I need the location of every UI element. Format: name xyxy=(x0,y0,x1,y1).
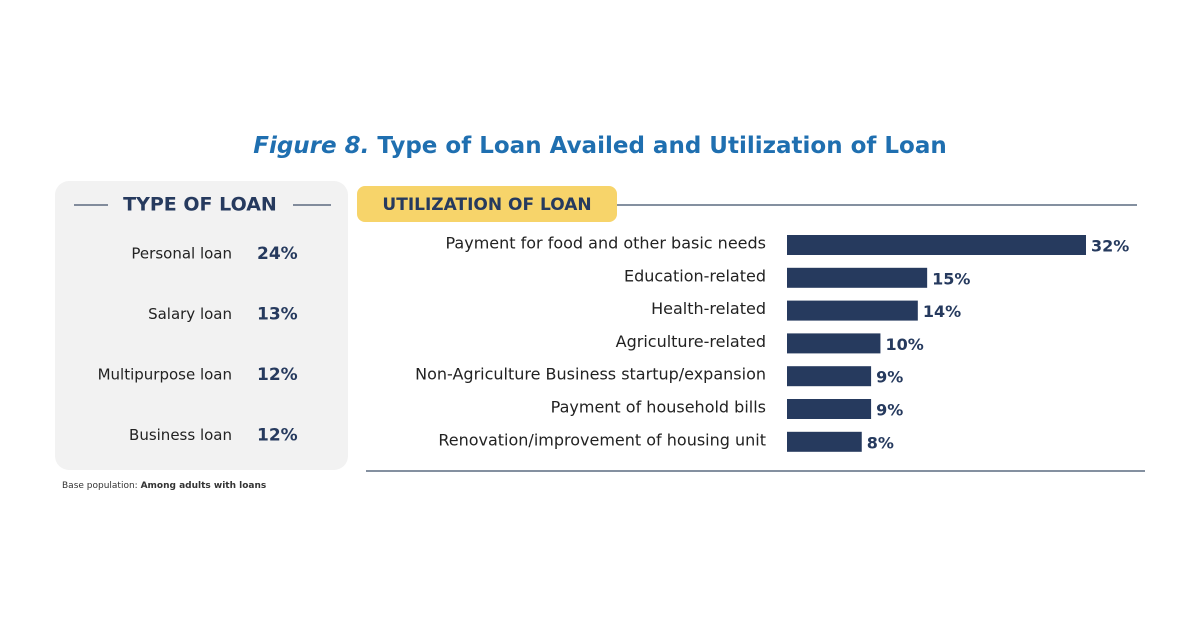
footnote: Base population: Among adults with loans xyxy=(62,481,266,491)
category-label: Payment for food and other basic needs xyxy=(445,234,766,253)
bar xyxy=(787,300,918,321)
category-label: Non-Agriculture Business startup/expansi… xyxy=(415,365,766,384)
chart-tab xyxy=(357,186,617,222)
footnote-prefix: Base population: xyxy=(62,481,138,491)
loan-share: 12% xyxy=(257,426,298,446)
value-label: 9% xyxy=(876,368,903,387)
category-label: Health-related xyxy=(651,299,766,318)
value-label: 14% xyxy=(923,302,961,321)
value-label: 8% xyxy=(867,433,894,452)
bar xyxy=(787,267,928,288)
loan-share: 13% xyxy=(257,305,298,325)
bar xyxy=(787,431,862,452)
title: Type of Loan Availed and Utilization of … xyxy=(377,133,946,159)
category-label: Education-related xyxy=(624,266,766,285)
value-label: 9% xyxy=(876,401,903,420)
figure-label: Figure 8. xyxy=(253,133,369,159)
value-label: 32% xyxy=(1091,237,1129,256)
bar xyxy=(787,235,1086,255)
category-label: Agriculture-related xyxy=(616,332,766,351)
footnote-text: Among adults with loans xyxy=(141,481,267,491)
loan-type: Multipurpose loan xyxy=(98,366,232,384)
bar xyxy=(787,366,872,387)
bar xyxy=(787,399,872,419)
bar xyxy=(787,333,881,354)
category-label: Renovation/improvement of housing unit xyxy=(438,430,766,449)
category-label: Payment of household bills xyxy=(551,398,766,417)
chart-title: UTILIZATION OF LOAN xyxy=(382,195,591,215)
loan-share: 12% xyxy=(257,365,298,385)
loan-type-panel xyxy=(55,181,348,470)
loan-type: Business loan xyxy=(129,426,232,444)
panel-heading: TYPE OF LOAN xyxy=(123,194,277,216)
figure-title: Figure 8. Type of Loan Availed and Utili… xyxy=(253,133,947,159)
loan-type: Personal loan xyxy=(131,245,232,263)
value-label: 15% xyxy=(932,269,970,288)
loan-type: Salary loan xyxy=(148,305,232,323)
loan-share: 24% xyxy=(257,244,298,264)
value-label: 10% xyxy=(885,335,923,354)
